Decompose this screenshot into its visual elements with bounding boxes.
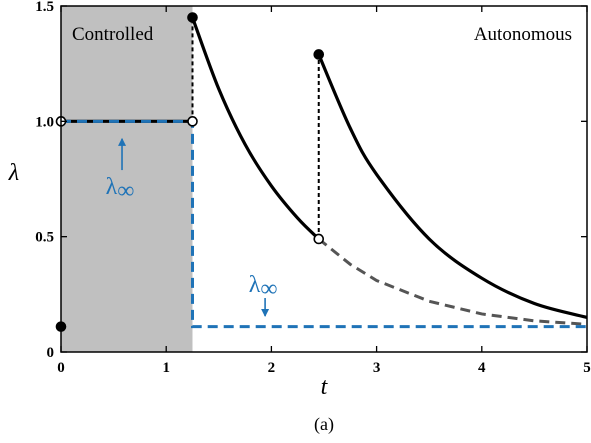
point-filled-3 — [187, 12, 198, 23]
x-tick-label-2: 2 — [268, 360, 276, 376]
lambda-inf-subscript-0: ∞ — [117, 178, 134, 204]
ticks-layer: 0 1 2 3 4 5 0 0.5 1.0 1.5 — [35, 0, 591, 376]
y-tick-label-1: 0.5 — [35, 230, 54, 246]
series-1-line — [190, 16, 320, 241]
point-open-2 — [187, 116, 198, 127]
series-2-line — [317, 53, 588, 319]
y-tick-label-0: 0 — [47, 345, 55, 361]
x-tick-label-0: 0 — [57, 360, 65, 376]
x-tick-label-5: 5 — [583, 360, 591, 376]
series-4-line — [61, 119, 587, 329]
plot-frame — [60, 5, 588, 353]
y-tick-label-3: 1.5 — [35, 0, 54, 15]
lambda-inf-label-1: λ∞ — [249, 272, 278, 302]
series-layer — [61, 16, 588, 329]
region-label-controlled: Controlled — [72, 24, 154, 45]
region-label-autonomous: Autonomous — [474, 24, 572, 45]
series-3-line — [317, 237, 588, 326]
lambda-inf-arrow-head-1 — [261, 309, 270, 318]
regions-layer: Controlled Autonomous — [61, 6, 587, 352]
point-filled-5 — [313, 49, 325, 60]
lambda-inf-arrow-head-0 — [118, 137, 127, 146]
region-1-fill — [192, 6, 587, 352]
y-axis-title: λ — [8, 160, 19, 186]
x-tick-label-4: 4 — [478, 360, 486, 376]
y-tick-label-2: 1.0 — [35, 114, 54, 130]
annotations-layer: λ∞ λ∞ — [106, 137, 278, 318]
point-open-4 — [313, 233, 325, 245]
x-axis-title: t — [321, 374, 329, 400]
figure-caption: (a) — [314, 414, 334, 435]
region-0-fill — [61, 6, 193, 352]
lambda-inf-subscript-1: ∞ — [260, 276, 277, 302]
lambda-inf-label-0: λ∞ — [106, 174, 135, 204]
x-tick-label-3: 3 — [373, 360, 381, 376]
x-tick-label-1: 1 — [162, 360, 170, 376]
